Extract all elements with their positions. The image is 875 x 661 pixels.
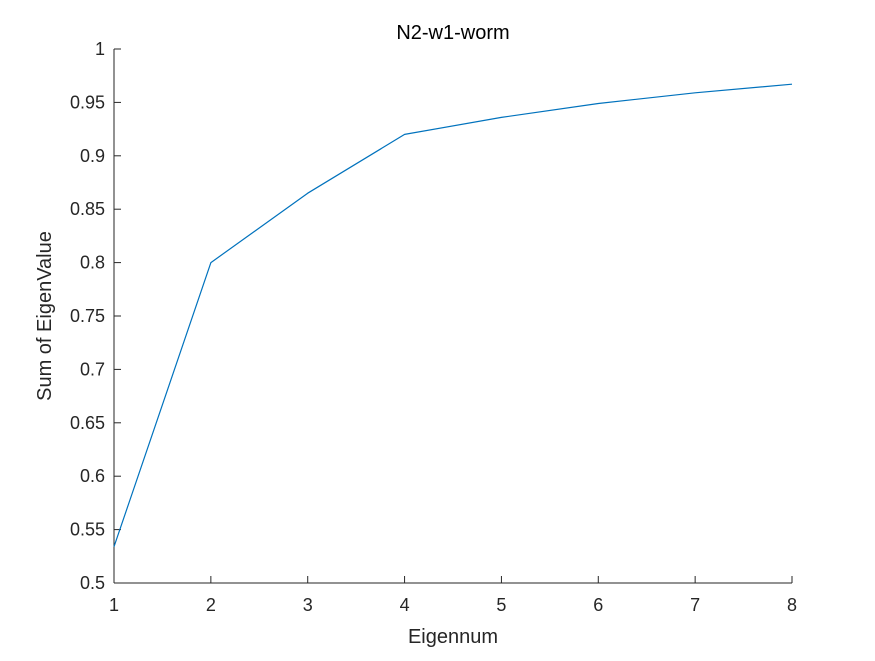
x-tick-label: 5 xyxy=(496,595,506,615)
y-tick-label: 0.8 xyxy=(80,253,105,273)
x-ticks: 1 2 3 4 5 6 7 8 xyxy=(109,576,797,615)
y-tick-label: 1 xyxy=(95,39,105,59)
y-tick-label: 0.55 xyxy=(70,520,105,540)
x-axis-title: Eigennum xyxy=(408,626,498,648)
x-tick-label: 2 xyxy=(206,595,216,615)
x-tick-label: 4 xyxy=(400,595,410,615)
y-axis-title: Sum of EigenValue xyxy=(34,231,56,401)
y-tick-label: 0.85 xyxy=(70,199,105,219)
axes xyxy=(113,49,792,584)
x-tick-label: 7 xyxy=(690,595,700,615)
y-tick-label: 0.7 xyxy=(80,359,105,379)
x-tick-label: 3 xyxy=(303,595,313,615)
y-tick-label: 0.75 xyxy=(70,306,105,326)
y-tick-label: 0.9 xyxy=(80,146,105,166)
y-tick-label: 0.6 xyxy=(80,466,105,486)
y-tick-label: 0.65 xyxy=(70,413,105,433)
x-tick-label: 6 xyxy=(593,595,603,615)
y-ticks: 0.5 0.55 0.6 0.65 0.7 0.75 0.8 0.85 0.9 0.95 1 xyxy=(70,39,121,593)
series-group xyxy=(113,83,793,547)
chart-title: N2-w1-worm xyxy=(396,22,509,44)
series-line xyxy=(113,83,793,547)
y-tick-label: 0.5 xyxy=(80,573,105,593)
x-tick-label: 8 xyxy=(787,595,797,615)
x-tick-label: 1 xyxy=(109,595,119,615)
y-tick-label: 0.95 xyxy=(70,92,105,112)
